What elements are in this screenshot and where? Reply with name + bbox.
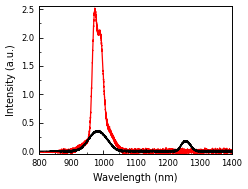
- Y-axis label: Intensity (a.u.): Intensity (a.u.): [5, 44, 16, 116]
- X-axis label: Wavelength (nm): Wavelength (nm): [93, 174, 178, 184]
